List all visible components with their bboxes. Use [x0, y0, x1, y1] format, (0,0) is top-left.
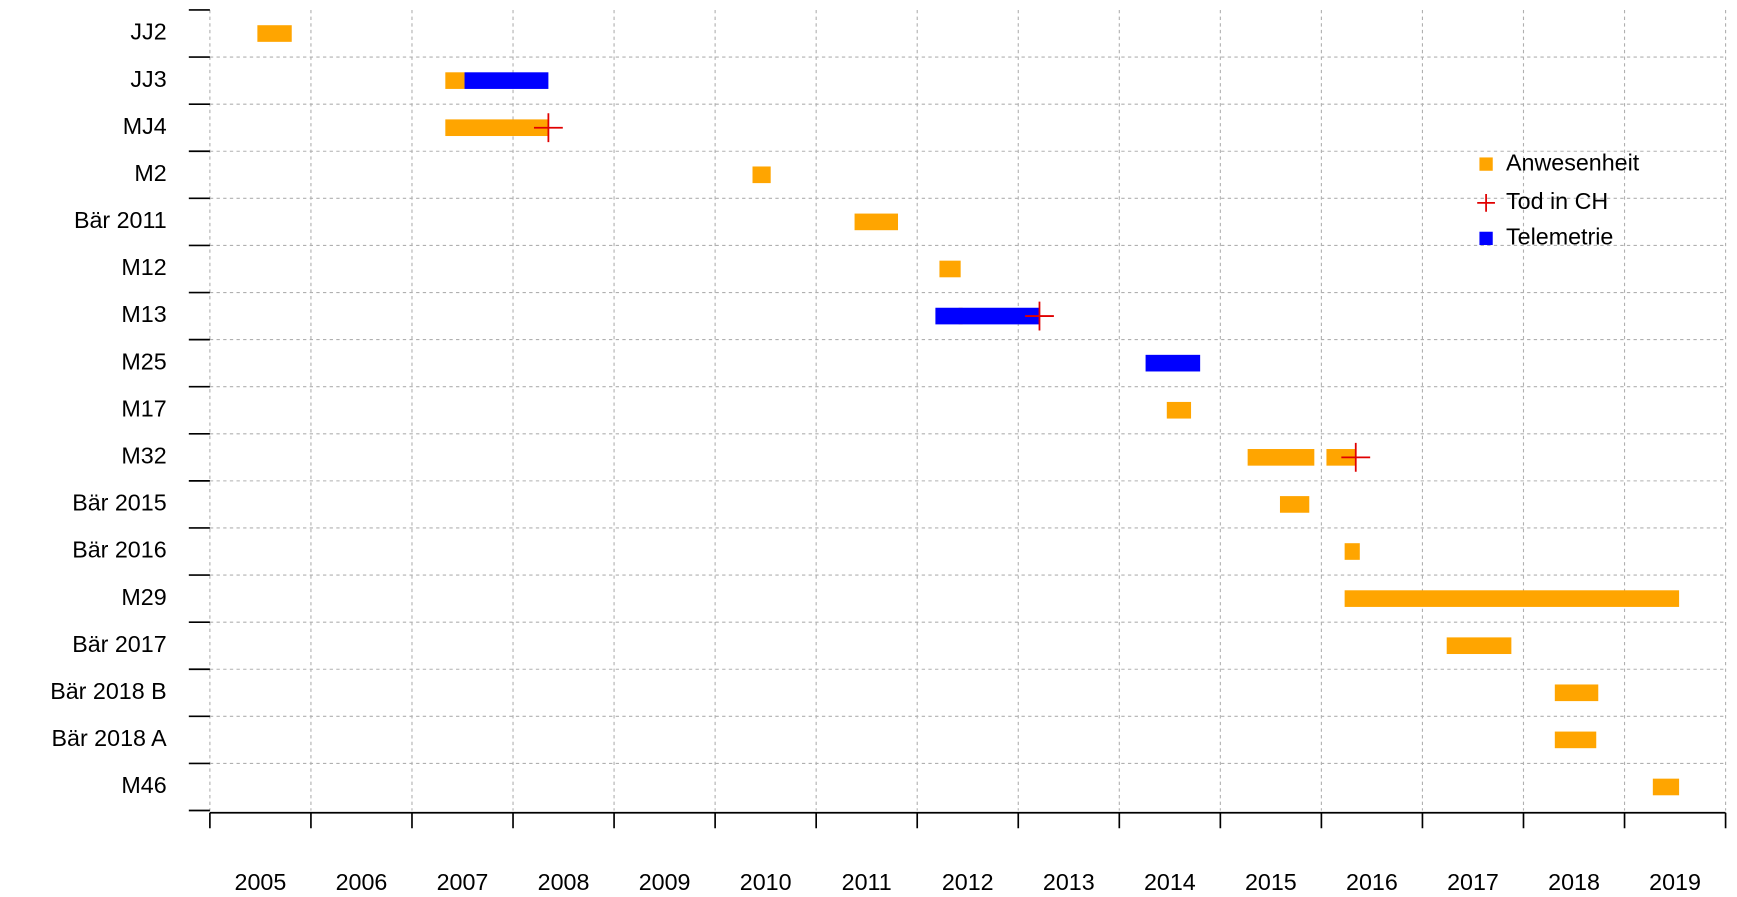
y-tick-label: M32 — [121, 442, 166, 468]
y-tick-label: M2 — [134, 160, 166, 186]
bar — [464, 72, 549, 89]
y-tick-label: Bär 2018 B — [50, 678, 166, 704]
y-tick-label: JJ3 — [130, 66, 166, 92]
x-tick-label: 2018 — [1548, 869, 1600, 895]
death-marker — [1341, 442, 1371, 472]
x-tick-label: 2019 — [1649, 869, 1701, 895]
y-tick-label: Bär 2016 — [72, 537, 166, 563]
x-tick-label: 2006 — [336, 869, 388, 895]
x-tick-label: 2010 — [740, 869, 792, 895]
y-tick-label: Bär 2011 — [74, 207, 167, 233]
x-tick-label: 2012 — [942, 869, 994, 895]
y-tick-label: M29 — [121, 584, 166, 610]
x-tick-label: 2005 — [235, 869, 287, 895]
y-tick-label: Bär 2015 — [72, 490, 166, 516]
death-marker — [1025, 301, 1054, 331]
bar — [1279, 496, 1310, 513]
bar — [445, 119, 549, 137]
legend-marker — [1479, 157, 1493, 171]
bar — [752, 166, 771, 184]
bar — [1166, 401, 1192, 419]
y-tick-label: Bär 2018 A — [52, 725, 168, 751]
bar — [1145, 354, 1201, 372]
legend-label: Telemetrie — [1506, 224, 1613, 250]
x-tick-label: 2013 — [1043, 869, 1095, 895]
y-tick-label: M46 — [121, 772, 166, 798]
bar — [257, 25, 292, 42]
bar — [1554, 731, 1597, 749]
y-tick-label: M17 — [121, 395, 166, 421]
x-tick-label: 2007 — [437, 869, 489, 895]
y-tick-label: M25 — [121, 348, 166, 374]
death-marker — [533, 113, 563, 143]
bar — [854, 213, 899, 231]
bar — [1652, 778, 1680, 796]
y-tick-label: MJ4 — [123, 113, 167, 139]
x-tick-label: 2016 — [1346, 869, 1398, 895]
y-tick-label: Bär 2017 — [72, 631, 166, 657]
bar — [1446, 637, 1512, 655]
bar — [445, 72, 465, 89]
legend-marker — [1479, 231, 1493, 246]
bar — [939, 260, 961, 278]
bar — [1344, 590, 1680, 607]
y-tick-label: M13 — [121, 301, 166, 327]
y-tick-label: JJ2 — [130, 19, 166, 45]
bar — [935, 307, 1040, 325]
bar — [1247, 449, 1315, 466]
bar — [1554, 684, 1599, 702]
x-tick-label: 2011 — [842, 869, 892, 895]
y-tick-label: M12 — [121, 254, 166, 280]
legend-marker — [1477, 194, 1495, 212]
legend-label: Anwesenheit — [1506, 149, 1640, 175]
bar — [1326, 449, 1356, 466]
legend-label: Tod in CH — [1506, 188, 1608, 214]
bar — [1344, 543, 1360, 560]
x-tick-label: 2017 — [1447, 869, 1499, 895]
x-tick-label: 2015 — [1245, 869, 1297, 895]
x-tick-label: 2009 — [639, 869, 691, 895]
x-tick-label: 2014 — [1144, 869, 1196, 895]
x-tick-label: 2008 — [538, 869, 590, 895]
